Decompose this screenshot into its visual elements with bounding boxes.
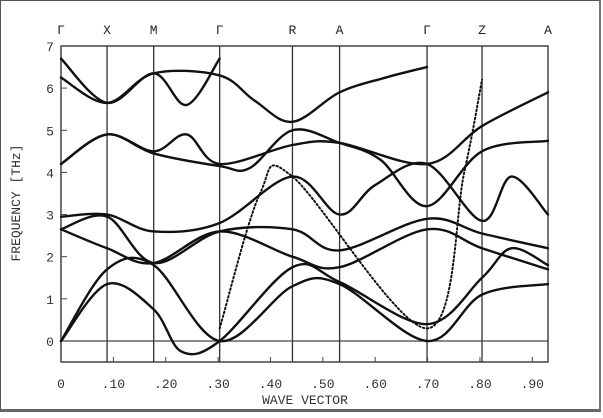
x-tick-label: .50 [311, 377, 334, 392]
dispersion-branch [59, 57, 221, 107]
x-tick-label: 0 [57, 377, 65, 392]
dispersion-branch [59, 247, 550, 356]
dispersion-branch [59, 227, 550, 271]
symmetry-point-label: Γ [423, 23, 431, 38]
x-axis-ticks: 0 .10 .20 .30 .40 .50 .60 .70 .80 .90 [57, 357, 544, 392]
symmetry-point-label: X [103, 23, 111, 38]
y-tick-label: 1 [46, 293, 54, 308]
dispersion-branch [218, 78, 484, 330]
y-tick-label: 6 [46, 82, 54, 97]
symmetry-point-label: A [336, 23, 344, 38]
dispersion-branch [59, 256, 550, 343]
x-axis-title: WAVE VECTOR [262, 393, 348, 408]
y-axis-title: FREQUENCY [THz] [9, 144, 24, 261]
x-tick-label: .10 [102, 377, 125, 392]
y-tick-label: 3 [46, 209, 54, 224]
x-tick-label: .70 [416, 377, 439, 392]
symmetry-point-label: M [150, 23, 158, 38]
y-tick-label: 0 [46, 335, 54, 350]
symmetry-point-label: Z [478, 23, 486, 38]
symmetry-point-label: Γ [216, 23, 224, 38]
x-tick-label: .60 [363, 377, 386, 392]
symmetry-point-label: R [289, 23, 297, 38]
plot-area [60, 45, 549, 363]
high-symmetry-lines [106, 46, 483, 362]
dispersion-branch [59, 128, 550, 208]
y-tick-label: 2 [46, 251, 54, 266]
x-tick-label: .80 [468, 377, 491, 392]
x-tick-label: .30 [206, 377, 229, 392]
x-tick-label: .40 [259, 377, 282, 392]
y-tick-label: 7 [46, 40, 54, 55]
symmetry-point-label: Γ [57, 23, 65, 38]
y-tick-label: 5 [46, 124, 54, 139]
dispersion-branch [59, 91, 550, 166]
dispersion-branches [59, 57, 550, 356]
dispersion-branch [59, 214, 550, 265]
x-tick-label: .90 [521, 377, 544, 392]
y-tick-label: 4 [46, 166, 54, 181]
dispersion-branch [59, 161, 550, 234]
x-tick-label: .20 [154, 377, 177, 392]
dispersion-branch [59, 65, 429, 124]
y-axis-ticks: 0 1 2 3 4 5 6 7 [46, 40, 67, 350]
symmetry-point-label: A [544, 23, 552, 38]
